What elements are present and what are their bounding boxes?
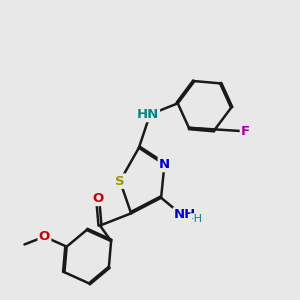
Text: O: O (92, 192, 103, 205)
Text: HN: HN (136, 108, 159, 121)
Text: S: S (115, 175, 125, 188)
Text: ·H: ·H (191, 214, 203, 224)
Text: NH: NH (174, 208, 196, 221)
Text: F: F (241, 124, 250, 138)
Text: N: N (159, 158, 170, 171)
Text: O: O (39, 230, 50, 243)
